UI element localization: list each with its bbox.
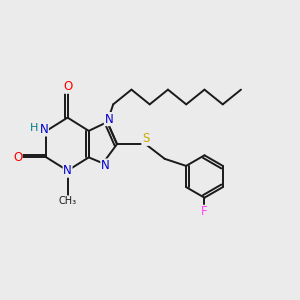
Text: S: S: [142, 132, 149, 145]
Text: N: N: [101, 159, 110, 172]
Text: CH₃: CH₃: [58, 196, 76, 206]
Text: N: N: [104, 112, 113, 126]
Text: H: H: [30, 123, 38, 133]
Text: O: O: [13, 151, 22, 164]
Text: F: F: [201, 205, 208, 218]
Text: O: O: [63, 80, 72, 93]
Text: N: N: [63, 164, 72, 177]
Text: N: N: [40, 123, 48, 136]
